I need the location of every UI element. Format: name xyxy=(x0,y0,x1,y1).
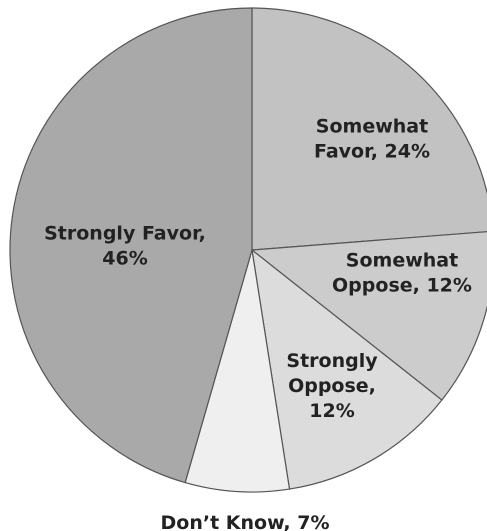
pie-slice-somewhat-oppose xyxy=(250,231,487,401)
slice-label-don-t-know: Don’t Know, 7% xyxy=(161,512,330,531)
pie-slice-strongly-favor xyxy=(9,7,253,484)
pie-slice-strongly-oppose xyxy=(251,248,443,490)
slice-label-strongly-oppose: Strongly Oppose, 12% xyxy=(286,350,378,422)
pie-slice-don-t-know xyxy=(184,249,291,493)
slice-label-somewhat-oppose: Somewhat Oppose, 12% xyxy=(332,250,472,297)
slice-label-strongly-favor: Strongly Favor, 46% xyxy=(44,223,206,270)
pie-labels: Somewhat Favor, 24% Somewhat Oppose, 12% Str… xyxy=(44,116,472,531)
pie-slices xyxy=(9,7,487,493)
pie-slice-somewhat-favor xyxy=(251,7,487,251)
slice-label-somewhat-favor: Somewhat Favor, 24% xyxy=(314,116,430,163)
